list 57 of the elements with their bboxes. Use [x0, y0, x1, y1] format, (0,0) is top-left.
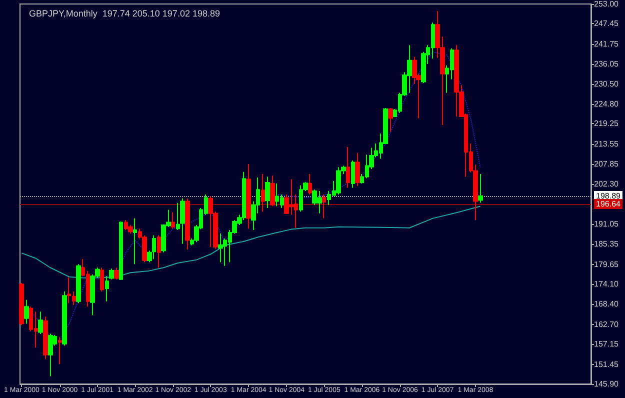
candlestick — [388, 107, 393, 132]
y-tick-label: 185.35 — [594, 240, 620, 249]
candlestick — [119, 221, 123, 281]
y-tick-label: 202.30 — [594, 179, 620, 188]
y-tick-label: 207.85 — [594, 160, 620, 169]
y-tick-label: 236.05 — [594, 60, 620, 69]
text: GBPJPY,Monthly 197.74 205.10 197.02 198.89 — [29, 8, 220, 18]
candlestick — [185, 198, 190, 250]
candlestick — [270, 175, 275, 207]
y-tick-label: 174.10 — [594, 279, 620, 288]
candlestick — [100, 267, 104, 292]
candlestick — [19, 282, 24, 326]
candlestick — [72, 290, 76, 306]
candlestick — [346, 146, 350, 188]
y-tick-label: 168.40 — [594, 300, 620, 309]
candlestick — [171, 212, 175, 230]
candlestick — [48, 333, 53, 377]
candlestick — [133, 218, 137, 265]
candlestick — [308, 173, 312, 196]
candlestick — [105, 276, 109, 302]
candlestick — [43, 316, 48, 360]
candlestick — [176, 202, 180, 231]
candlestick — [157, 234, 161, 268]
y-tick-label: 219.25 — [594, 119, 620, 128]
candlestick — [76, 264, 81, 304]
candlestick — [246, 164, 251, 230]
y-tick-label: 253.00 — [594, 0, 620, 8]
y-tick-label: 241.75 — [594, 39, 620, 48]
candlestick — [322, 194, 326, 219]
line-series — [26, 51, 481, 342]
candlestick — [261, 173, 265, 212]
ref-line-label: 196.64 — [596, 199, 622, 208]
candlestick — [24, 299, 29, 324]
y-tick-label: 151.45 — [594, 360, 620, 369]
candlestick — [109, 268, 114, 280]
candlestick — [478, 173, 483, 204]
y-tick-label: 230.50 — [594, 79, 620, 88]
y-tick-label: 145.90 — [594, 380, 620, 388]
candlestick — [180, 198, 185, 244]
line-series — [21, 206, 481, 278]
candlestick — [38, 311, 43, 334]
candlestick — [58, 336, 62, 365]
candlestick — [114, 267, 119, 280]
y-tick-label: 157.15 — [594, 340, 620, 349]
y-tick-label: 213.55 — [594, 139, 620, 148]
candlestick — [355, 152, 360, 187]
candlestick — [265, 176, 270, 209]
ref-line-label: 198.89 — [596, 191, 622, 200]
y-tick-label: 224.80 — [594, 100, 620, 109]
candlestick — [218, 233, 223, 263]
y-tick-label: 247.45 — [594, 19, 620, 28]
y-tick-label: 179.65 — [594, 260, 620, 269]
candlestick — [62, 290, 67, 346]
candlestick — [351, 160, 355, 188]
candlestick — [67, 277, 71, 304]
y-tick-label: 162.70 — [594, 320, 620, 329]
y-tick-label: 191.05 — [594, 219, 620, 228]
